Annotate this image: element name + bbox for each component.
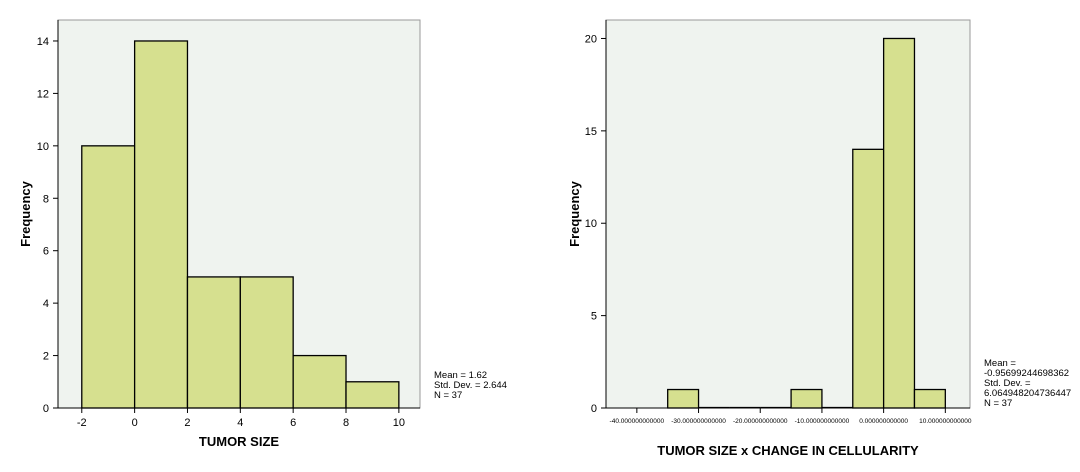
x-tick-label: 2	[184, 417, 190, 429]
y-tick-label: 12	[37, 88, 49, 100]
y-tick-label: 10	[37, 141, 49, 153]
stats-line: Std. Dev. =	[984, 378, 1031, 389]
x-tick-label: -40.000000000000	[610, 418, 665, 425]
x-tick-label: -30.000000000000	[671, 418, 726, 425]
stats-line: Mean =	[984, 358, 1016, 369]
x-tick-label: 4	[237, 417, 243, 429]
histogram-bar	[186, 276, 241, 409]
chart-2: 0 5 10 15 20 -40.000000000000 -30.000000000000…	[567, 19, 1071, 458]
histogram-bar	[133, 40, 189, 409]
y-tick-label: 5	[591, 311, 597, 323]
plot-area	[605, 19, 971, 409]
chart-1: 0 2 4 6 8 10 12 14 -2 0 2 4 6 8 10 TUMOR SIZE Frequency M…	[18, 19, 507, 449]
x-tick-label: -2	[77, 417, 87, 429]
y-tick-label: 0	[591, 403, 597, 415]
stats-line: -0.95699244698362	[984, 368, 1069, 379]
y-tick-label: 10	[585, 218, 597, 230]
stats-line: 6.064948204736447	[984, 388, 1071, 399]
x-tick-label: 0.000000000000	[859, 418, 908, 425]
y-tick-label: 8	[43, 193, 49, 205]
histogram-bar	[790, 388, 823, 409]
y-tick-label: 6	[43, 246, 49, 258]
stats-line: N = 37	[984, 398, 1012, 409]
x-tick-label: 10.000000000000	[919, 418, 972, 425]
y-tick-label: 2	[43, 351, 49, 363]
histogram-bar	[882, 37, 916, 409]
histogram-bar	[345, 381, 400, 409]
histogram-bar	[667, 388, 700, 409]
x-tick-label: 8	[343, 417, 349, 429]
y-tick-label: 15	[585, 126, 597, 138]
histogram-bar	[913, 388, 946, 409]
x-tick-label: -10.000000000000	[795, 418, 850, 425]
y-axis-title: Frequency	[18, 180, 33, 247]
histogram-bar	[292, 354, 347, 409]
histogram-bar	[81, 145, 136, 409]
stats-line: N = 37	[434, 390, 462, 401]
y-axis-title: Frequency	[567, 180, 582, 247]
histogram-bar	[852, 148, 885, 409]
stats-line: Std. Dev. = 2.644	[434, 380, 507, 391]
histogram-bar	[239, 276, 294, 409]
y-tick-label: 20	[585, 33, 597, 45]
y-tick-label: 4	[43, 298, 49, 310]
x-tick-label: 6	[290, 417, 296, 429]
x-tick-label: -20.000000000000	[733, 418, 788, 425]
x-tick-label: 10	[393, 417, 405, 429]
y-tick-label: 14	[37, 36, 49, 48]
x-axis-title: TUMOR SIZE	[199, 434, 279, 449]
x-axis-title: TUMOR SIZE x CHANGE IN CELLULARITY	[657, 443, 919, 458]
x-tick-label: 0	[132, 417, 138, 429]
y-tick-label: 0	[43, 403, 49, 415]
stats-line: Mean = 1.62	[434, 370, 487, 381]
